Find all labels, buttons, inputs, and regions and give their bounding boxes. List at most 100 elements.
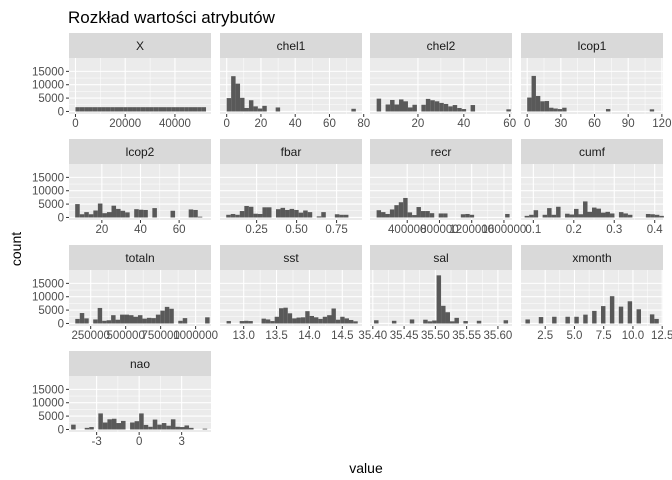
histogram-bar: [93, 319, 98, 324]
histogram-bar: [376, 98, 382, 112]
histogram-bar: [300, 317, 306, 324]
facet-strip: [220, 245, 362, 270]
histogram-bar: [409, 319, 415, 324]
facet-strip: [69, 139, 211, 164]
histogram-bar: [465, 213, 470, 218]
histogram-bar: [476, 320, 482, 324]
x-tick-label: 0.2: [566, 224, 582, 236]
x-tick-label: 0.50: [285, 224, 307, 236]
facet-chel2: chel2 20 40 60: [370, 33, 516, 130]
histogram-bar: [280, 207, 286, 218]
histogram-bar: [279, 308, 284, 324]
histogram-bar: [132, 107, 137, 112]
histogram-bar: [552, 316, 557, 324]
x-tick-label: 80: [357, 118, 370, 130]
x-tick-label: 0.1: [525, 224, 541, 236]
histogram-bar: [636, 309, 642, 324]
histogram-bar: [327, 315, 332, 324]
x-tick-label: 10.0: [622, 330, 644, 342]
histogram-bar: [202, 428, 208, 430]
histogram-bar: [565, 316, 570, 324]
histogram-bar: [461, 109, 467, 112]
x-tick-label: 60: [588, 118, 601, 130]
histogram-bar: [289, 208, 295, 218]
x-tick-label: 20: [95, 224, 108, 236]
x-tick-label: 60: [323, 118, 336, 130]
x-tick-label: 5.0: [566, 330, 582, 342]
histogram-bar: [239, 211, 245, 218]
x-tick-label: 40000: [159, 118, 191, 130]
histogram-bar: [169, 308, 174, 324]
x-tick-label: 30: [554, 118, 567, 130]
histogram-bar: [139, 413, 144, 430]
facet-strip: [370, 33, 512, 58]
histogram-bar: [189, 427, 194, 430]
histogram-bar: [201, 107, 207, 112]
histogram-bar: [134, 421, 140, 430]
histogram-bar: [583, 314, 588, 324]
histogram-bar: [115, 319, 121, 324]
histogram-bar: [339, 214, 344, 218]
histogram-bar: [376, 210, 382, 218]
histogram-bar: [253, 213, 258, 218]
x-tick-label: 3: [178, 436, 184, 448]
histogram-bar: [244, 107, 249, 112]
facet-strip-label: lcop1: [578, 39, 607, 53]
x-tick-label: 14.5: [331, 330, 353, 342]
histogram-bar: [120, 314, 125, 324]
y-tick-label: 0: [58, 212, 64, 224]
histogram-bar: [149, 107, 154, 112]
histogram-bar: [659, 215, 664, 218]
histogram-bar: [123, 107, 128, 112]
histogram-bar: [463, 321, 468, 324]
histogram-bar: [525, 319, 530, 324]
histogram-bar: [244, 320, 249, 324]
histogram-bar: [544, 101, 550, 112]
histogram-bar: [107, 419, 112, 430]
x-tick-label: 13.0: [232, 330, 254, 342]
histogram-bar: [348, 319, 354, 324]
histogram-bar: [145, 107, 150, 112]
histogram-bar: [316, 216, 322, 218]
histogram-bar: [351, 108, 356, 112]
histogram-bar: [583, 201, 588, 218]
histogram-bar: [420, 211, 426, 218]
histogram-bar: [153, 107, 159, 112]
histogram-bar: [88, 107, 93, 112]
x-tick-label: 40: [134, 224, 147, 236]
histogram-bar: [601, 306, 606, 324]
histogram-bar: [170, 210, 176, 218]
histogram-bar: [125, 212, 130, 218]
histogram-bar: [248, 100, 254, 112]
histogram-bar: [84, 107, 89, 112]
histogram-bar: [569, 214, 575, 218]
facet-strip-label: X: [136, 39, 144, 53]
histogram-bar: [84, 427, 90, 430]
histogram-bar: [592, 310, 597, 324]
histogram-bar: [248, 206, 254, 218]
histogram-bar: [101, 107, 106, 112]
histogram-bar: [162, 107, 167, 112]
histogram-bar: [120, 210, 126, 218]
histogram-bar: [205, 317, 210, 324]
histogram-bar: [425, 98, 431, 112]
facet-strip: [370, 139, 512, 164]
histogram-bar: [390, 99, 395, 112]
histogram-bar: [79, 313, 85, 324]
x-tick-label: 0: [524, 118, 530, 130]
x-tick-label: 35.45: [390, 330, 419, 342]
histogram-bar: [542, 214, 548, 218]
histogram-bar: [403, 101, 408, 112]
facet-strip: [220, 139, 362, 164]
histogram-bar: [391, 320, 397, 324]
histogram-bar: [399, 99, 404, 112]
histogram-bar: [429, 213, 435, 218]
y-tick-label: 15000: [32, 384, 64, 396]
x-tick-label: 0.4: [647, 224, 664, 236]
x-tick-label: 500000: [106, 330, 144, 342]
y-axis-title: count: [8, 232, 24, 266]
histogram-bar: [344, 318, 349, 324]
histogram-bar: [134, 209, 139, 218]
histogram-bar: [116, 208, 121, 218]
